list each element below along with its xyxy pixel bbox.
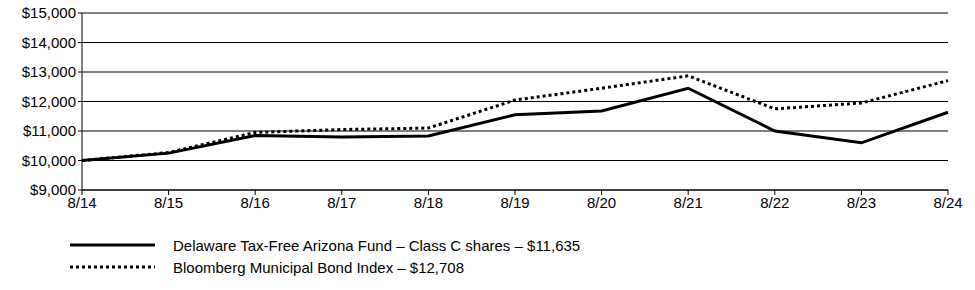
svg-text:8/17: 8/17 xyxy=(327,194,356,211)
svg-text:$14,000: $14,000 xyxy=(22,34,76,51)
svg-text:$13,000: $13,000 xyxy=(22,63,76,80)
svg-text:8/24: 8/24 xyxy=(933,194,962,211)
svg-text:8/16: 8/16 xyxy=(241,194,270,211)
svg-text:8/14: 8/14 xyxy=(67,193,97,211)
svg-text:$9,000: $9,000 xyxy=(30,181,76,198)
html-text:Delaware Tax-Free Arizona Fund: Delaware Tax-Free Arizona Fund – Class C… xyxy=(173,236,581,254)
svg-text:$12,000: $12,000 xyxy=(22,93,76,110)
html-text:Bloomberg Municipal Bond Index: Bloomberg Municipal Bond Index – $12,708 xyxy=(173,258,464,276)
svg-text:8/23: 8/23 xyxy=(847,194,876,211)
svg-text:$15,000: $15,000 xyxy=(22,4,76,21)
svg-text:8/22: 8/22 xyxy=(760,194,789,211)
svg-text:8/21: 8/21 xyxy=(674,194,703,211)
svg-text:$10,000: $10,000 xyxy=(22,152,76,169)
svg-text:8/19: 8/19 xyxy=(500,194,529,211)
svg-text:8/15: 8/15 xyxy=(154,194,183,211)
svg-text:$11,000: $11,000 xyxy=(23,122,76,139)
svg-text:8/20: 8/20 xyxy=(587,194,616,211)
svg-text:8/18: 8/18 xyxy=(414,194,443,211)
